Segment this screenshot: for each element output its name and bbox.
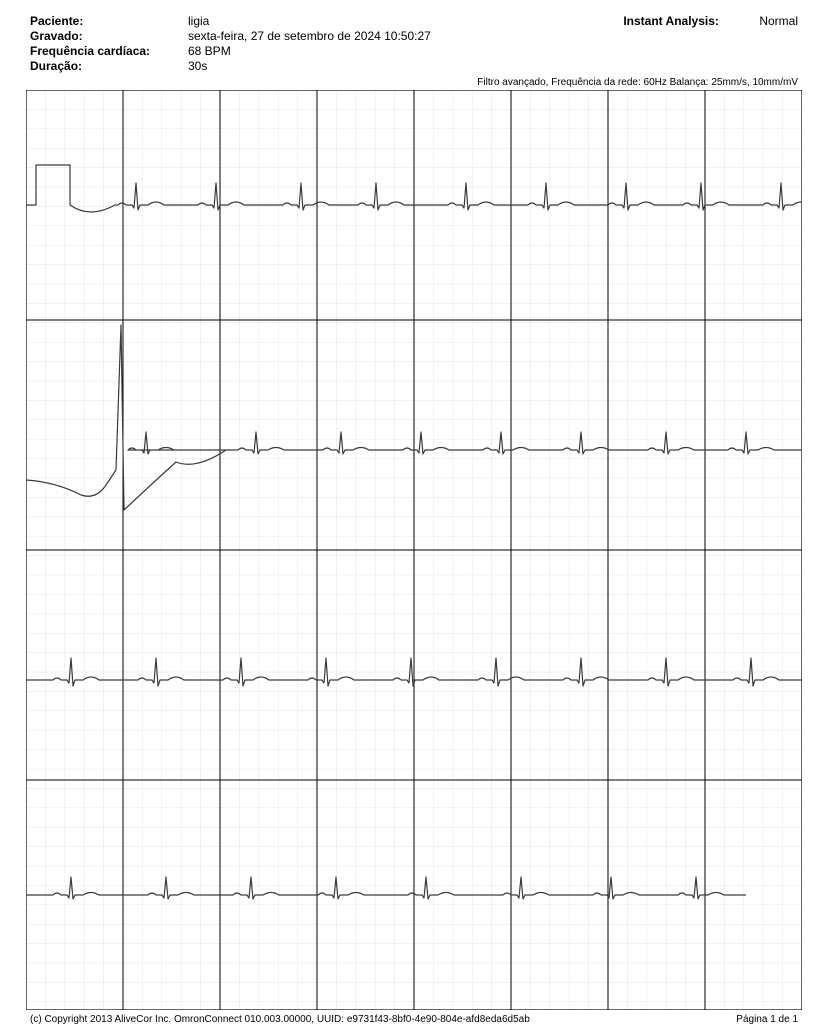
report-header: Paciente: ligia Gravado: sexta-feira, 27… — [8, 14, 820, 75]
value-recorded: sexta-feira, 27 de setembro de 2024 10:5… — [182, 29, 431, 43]
value-hr: 68 BPM — [182, 44, 431, 58]
header-left: Paciente: ligia Gravado: sexta-feira, 27… — [30, 14, 431, 73]
copyright-text: (c) Copyright 2013 AliveCor Inc. OmronCo… — [30, 1014, 530, 1025]
filter-info: Filtro avançado, Frequência da rede: 60H… — [8, 75, 820, 90]
ecg-report-page: Paciente: ligia Gravado: sexta-feira, 27… — [0, 0, 828, 1035]
label-hr: Frequência cardíaca: — [30, 44, 182, 58]
report-footer: (c) Copyright 2013 AliveCor Inc. OmronCo… — [8, 1010, 820, 1025]
value-duration: 30s — [182, 59, 431, 73]
value-patient: ligia — [182, 14, 431, 28]
page-number: Página 1 de 1 — [736, 1014, 798, 1025]
ecg-chart — [26, 90, 802, 1010]
label-recorded: Gravado: — [30, 29, 182, 43]
header-right: Instant Analysis: Normal — [623, 14, 798, 73]
ecg-chart-container — [8, 90, 820, 1010]
value-analysis: Normal — [753, 14, 798, 73]
label-duration: Duração: — [30, 59, 182, 73]
label-patient: Paciente: — [30, 14, 182, 28]
label-analysis: Instant Analysis: — [623, 14, 753, 73]
